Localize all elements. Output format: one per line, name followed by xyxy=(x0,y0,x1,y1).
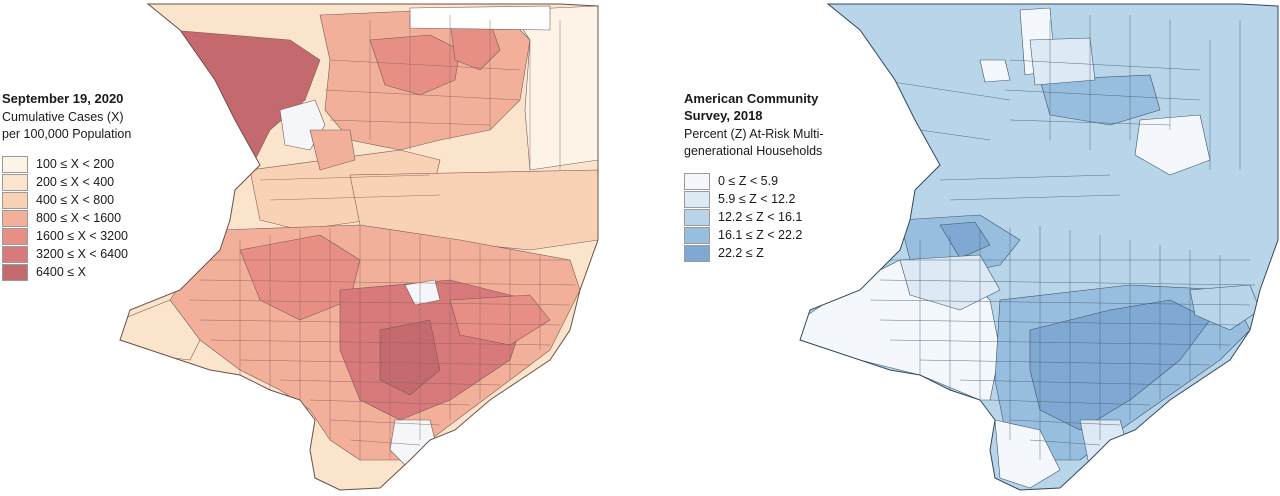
households-legend-items: 0 ≤ Z < 5.9 5.9 ≤ Z < 12.2 12.2 ≤ Z < 16.1… xyxy=(684,172,874,262)
households-choropleth-map xyxy=(799,3,1279,491)
cases-legend-title: September 19, 2020 xyxy=(2,91,124,106)
cases-legend-label: 800 ≤ X < 1600 xyxy=(36,211,122,225)
cases-legend-subtitle: Cumulative Cases (X) per 100,000 Populat… xyxy=(2,109,202,143)
region-coast xyxy=(120,299,201,361)
households-legend-label: 5.9 ≤ Z < 12.2 xyxy=(718,192,796,206)
households-legend-item: 5.9 ≤ Z < 12.2 xyxy=(684,190,874,208)
cases-legend-swatch xyxy=(2,245,28,263)
households-legend-swatch xyxy=(684,226,710,244)
cases-legend-item: 800 ≤ X < 1600 xyxy=(2,209,202,227)
region-north-core xyxy=(369,34,461,96)
cases-legend-swatch xyxy=(2,155,28,173)
cases-legend-label: 1600 ≤ X < 3200 xyxy=(36,229,129,243)
households-legend-label: 0 ≤ Z < 5.9 xyxy=(718,174,779,188)
households-legend-item: 22.2 ≤ Z xyxy=(684,244,874,262)
region-urban-east xyxy=(449,294,551,346)
cases-legend-label: 100 ≤ X < 200 xyxy=(36,157,115,171)
households-legend-subtitle-line: generational Households xyxy=(684,144,823,158)
cases-legend-item: 200 ≤ X < 400 xyxy=(2,173,202,191)
households-legend-title: American Community Survey, 2018 xyxy=(684,90,874,124)
region-south-white xyxy=(994,419,1061,489)
region-white-center xyxy=(404,279,441,306)
households-legend-subtitle: Percent (Z) At-Risk Multi- generational … xyxy=(684,126,874,160)
cases-legend-item: 400 ≤ X < 800 xyxy=(2,191,202,209)
households-legend-swatch xyxy=(684,190,710,208)
cases-legend-label: 200 ≤ X < 400 xyxy=(36,175,115,189)
cases-legend-swatch xyxy=(2,227,28,245)
region-urban-hotspot xyxy=(379,319,441,396)
region-east-white xyxy=(1134,114,1211,176)
households-legend-swatch xyxy=(684,244,710,262)
households-legend-label: 12.2 ≤ Z < 16.1 xyxy=(718,210,803,224)
cases-legend-label: 3200 ≤ X < 6400 xyxy=(36,247,129,261)
households-legend-label: 16.1 ≤ Z < 22.2 xyxy=(718,228,803,242)
households-legend-title-line: Survey, 2018 xyxy=(684,108,763,123)
households-legend-subtitle-line: Percent (Z) At-Risk Multi- xyxy=(684,127,824,141)
cases-choropleth-map xyxy=(119,3,599,491)
cases-legend-item: 1600 ≤ X < 3200 xyxy=(2,227,202,245)
region-white-small xyxy=(979,59,1011,83)
households-legend-swatch xyxy=(684,172,710,190)
cases-legend-swatch xyxy=(2,191,28,209)
cases-legend-subtitle-line: Cumulative Cases (X) xyxy=(2,110,124,124)
cases-legend-label: 400 ≤ X < 800 xyxy=(36,193,115,207)
cases-legend: September 19, 2020 Cumulative Cases (X) … xyxy=(2,90,202,281)
county-outline xyxy=(119,3,599,491)
cases-legend-item: 6400 ≤ X xyxy=(2,263,202,281)
households-legend-item: 16.1 ≤ Z < 22.2 xyxy=(684,226,874,244)
region-north-light xyxy=(1029,37,1096,86)
cases-legend-items: 100 ≤ X < 200 200 ≤ X < 400 400 ≤ X < 800 8… xyxy=(2,155,202,281)
district-boundaries xyxy=(849,15,1256,460)
region-valley-core xyxy=(939,221,991,259)
households-legend-label: 22.2 ≤ Z xyxy=(718,246,764,260)
households-legend-item: 12.2 ≤ Z < 16.1 xyxy=(684,208,874,226)
district-boundaries xyxy=(189,15,576,460)
region-urban-core xyxy=(1029,299,1211,431)
cases-legend-item: 100 ≤ X < 200 xyxy=(2,155,202,173)
cases-legend-item: 3200 ≤ X < 6400 xyxy=(2,245,202,263)
county-outline xyxy=(799,3,1279,491)
region-middle-pocket xyxy=(309,129,356,171)
households-legend-swatch xyxy=(684,208,710,226)
households-legend-title-line: American Community xyxy=(684,91,819,106)
cases-legend-subtitle-line: per 100,000 Population xyxy=(2,127,132,141)
region-urban-east xyxy=(1189,284,1261,331)
region-top-white xyxy=(409,5,551,31)
cases-legend-swatch xyxy=(2,263,28,281)
cases-legend-swatch xyxy=(2,209,28,227)
cases-legend-label: 6400 ≤ X xyxy=(36,265,86,279)
households-legend-item: 0 ≤ Z < 5.9 xyxy=(684,172,874,190)
households-legend: American Community Survey, 2018 Percent … xyxy=(684,90,874,262)
cases-legend-swatch xyxy=(2,173,28,191)
